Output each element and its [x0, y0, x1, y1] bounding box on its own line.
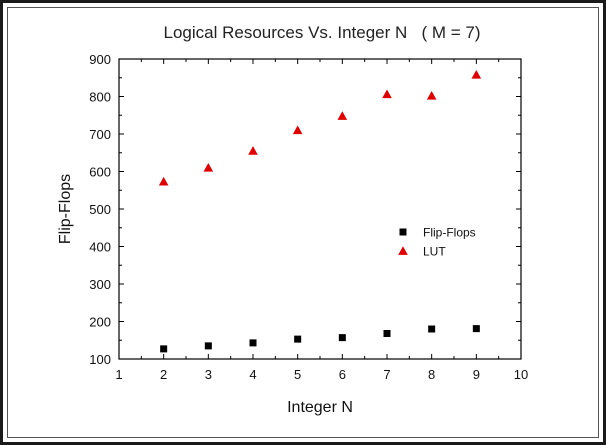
- lut-point: [426, 90, 437, 100]
- flip-flops-point: [338, 334, 346, 342]
- legend-marker-flip-flops: [399, 228, 407, 236]
- x-tick-label: 9: [473, 367, 480, 382]
- flip-flops-point: [294, 335, 302, 343]
- chart-title: Logical Resources Vs. Integer N ( M = 7): [164, 23, 481, 42]
- x-tick-label: 4: [249, 367, 256, 382]
- flip-flops-point: [383, 330, 391, 337]
- lut-point: [203, 162, 214, 172]
- y-tick-label: 600: [89, 165, 111, 180]
- plot-area: [118, 58, 522, 360]
- flip-flops-point: [428, 325, 436, 333]
- x-tick-label: 10: [514, 367, 528, 382]
- y-tick-label: 800: [89, 90, 111, 105]
- legend-label-lut: LUT: [423, 245, 446, 259]
- flip-flops-point: [204, 342, 212, 350]
- lut-point: [471, 69, 482, 79]
- y-tick-label: 900: [89, 52, 111, 67]
- y-tick-label: 500: [89, 202, 111, 217]
- y-tick-label: 400: [89, 240, 111, 255]
- flip-flops-point: [472, 325, 480, 333]
- y-tick-label: 100: [89, 352, 111, 367]
- x-tick-label: 1: [115, 367, 122, 382]
- legend-marker-lut: [398, 246, 408, 255]
- y-tick-label: 700: [89, 127, 111, 142]
- y-axis-label: Flip-Flops: [57, 174, 74, 244]
- x-tick-label: 5: [294, 367, 301, 382]
- legend: Flip-Flops LUT: [398, 226, 476, 259]
- figure-inner-border: [7, 7, 599, 438]
- y-tick-label: 200: [89, 315, 111, 330]
- y-tick-label: 300: [89, 277, 111, 292]
- x-tick-label: 8: [428, 367, 435, 382]
- x-tick-label: 2: [160, 367, 167, 382]
- flip-flops-point: [160, 345, 168, 353]
- x-tick-label: 6: [339, 367, 346, 382]
- axis-ticks: [118, 58, 522, 360]
- lut-point: [248, 146, 258, 155]
- lut-point: [292, 125, 303, 135]
- flip-flops-point: [249, 339, 257, 347]
- x-axis-label: Integer N: [287, 399, 353, 416]
- x-tick-label: 7: [383, 367, 390, 382]
- data-marks: [158, 69, 482, 353]
- legend-label-flip-flops: Flip-Flops: [423, 226, 476, 240]
- x-tick-label: 3: [205, 367, 212, 382]
- lut-point: [158, 176, 169, 186]
- lut-point: [382, 89, 392, 99]
- lut-point: [337, 111, 348, 120]
- axis-tick-labels: 1 2 3 4 5 6 7 8 9 10 100 200 300 400 500 600 700 800 900: [89, 52, 528, 382]
